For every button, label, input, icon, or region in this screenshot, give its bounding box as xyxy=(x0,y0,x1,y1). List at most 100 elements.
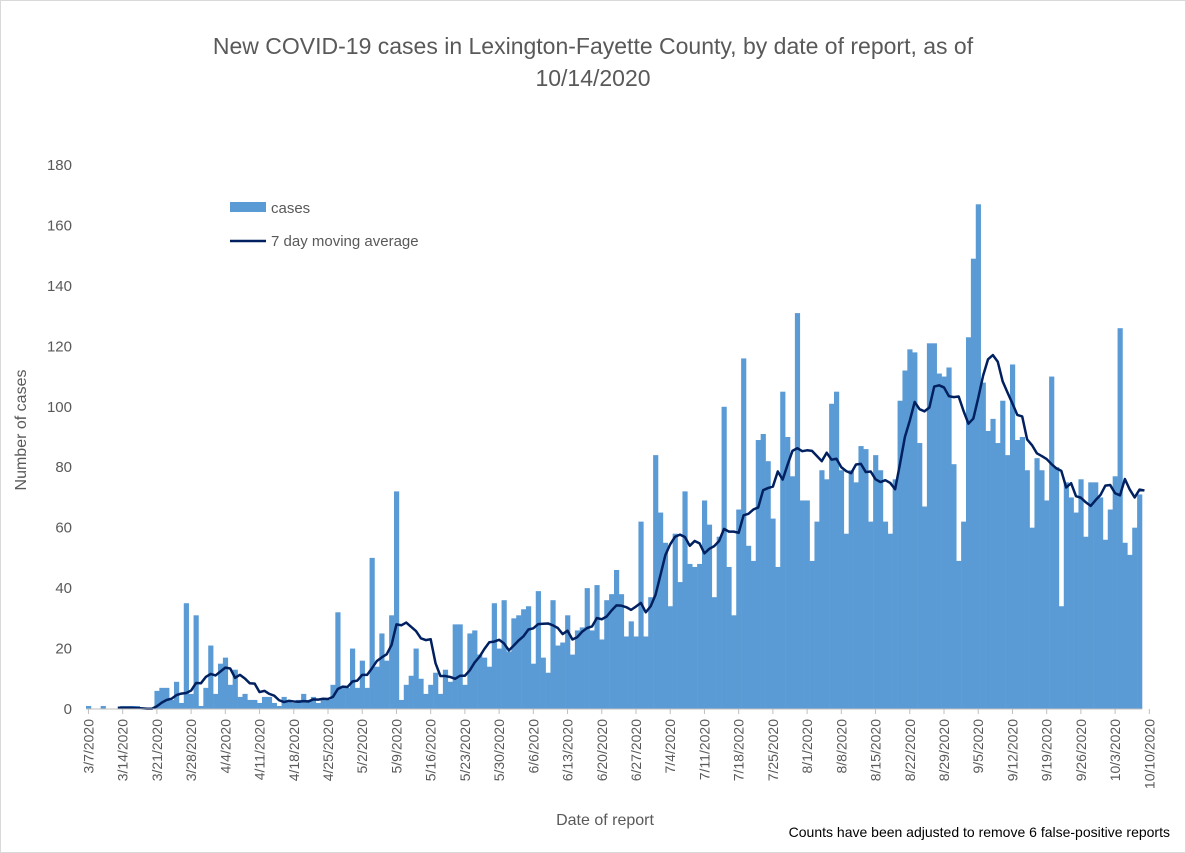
bar xyxy=(545,672,551,709)
bar xyxy=(599,639,605,709)
bar xyxy=(1117,328,1123,709)
x-tick-label: 10/3/2020 xyxy=(1107,719,1123,781)
bar xyxy=(1073,512,1079,709)
bar xyxy=(374,666,380,709)
bar xyxy=(1102,539,1109,709)
bar xyxy=(892,479,898,709)
bar xyxy=(222,657,229,709)
bar xyxy=(716,536,722,709)
bar xyxy=(589,630,595,709)
x-tick-label: 5/9/2020 xyxy=(388,719,404,774)
bar xyxy=(1010,364,1016,709)
bar xyxy=(169,699,175,709)
bar xyxy=(1024,470,1030,709)
x-tick-label: 5/23/2020 xyxy=(457,719,473,781)
bar xyxy=(477,654,483,709)
bar xyxy=(760,433,766,709)
bar xyxy=(154,690,160,709)
bar xyxy=(178,702,185,709)
bar xyxy=(672,533,678,709)
bar xyxy=(354,687,361,709)
bar xyxy=(1005,455,1011,709)
bar xyxy=(320,699,326,709)
bar xyxy=(496,648,502,709)
x-tick-label: 7/4/2020 xyxy=(662,719,678,774)
bar xyxy=(755,440,761,709)
line-series-moving-average xyxy=(117,353,1145,710)
bar xyxy=(834,391,840,709)
bar xyxy=(951,464,957,709)
bar xyxy=(677,582,683,709)
x-tick-label: 5/16/2020 xyxy=(423,719,439,781)
bar xyxy=(560,642,566,709)
bar xyxy=(257,702,263,709)
bar xyxy=(506,651,512,709)
bar xyxy=(570,654,576,709)
bar xyxy=(692,566,698,709)
bar xyxy=(838,470,845,709)
legend-swatch-cases xyxy=(230,202,266,212)
y-tick-label: 20 xyxy=(55,641,72,658)
bar xyxy=(824,479,830,709)
bar xyxy=(203,687,209,709)
bar xyxy=(398,699,405,709)
bar xyxy=(1093,482,1099,709)
bar xyxy=(413,648,419,709)
bar xyxy=(799,500,805,709)
bar xyxy=(1054,467,1060,709)
x-tick-label: 3/28/2020 xyxy=(183,719,199,781)
bar xyxy=(100,705,106,709)
bar xyxy=(1049,376,1055,709)
bar xyxy=(442,669,449,709)
bar xyxy=(521,609,527,709)
x-tick-label: 9/19/2020 xyxy=(1039,719,1055,781)
bar xyxy=(706,524,713,709)
bar xyxy=(711,597,717,709)
x-tick-label: 8/15/2020 xyxy=(868,719,884,781)
bar xyxy=(340,687,346,709)
bar xyxy=(1000,400,1006,709)
bar xyxy=(457,624,463,709)
bar xyxy=(394,491,400,709)
bar xyxy=(931,343,937,709)
bar xyxy=(662,542,669,709)
y-axis-ticks: 0 20 40 60 80 100 120 140 160 180 xyxy=(47,157,72,718)
x-axis-ticks: 3/7/2020 3/14/2020 3/21/2020 3/28/2020 4/4/2… xyxy=(80,709,1157,789)
bar xyxy=(887,533,893,709)
bar xyxy=(790,476,796,709)
bar xyxy=(252,699,258,709)
bar xyxy=(1137,494,1143,709)
bar xyxy=(922,506,928,709)
chart-title-line-1: New COVID-19 cases in Lexington-Fayette … xyxy=(212,33,974,59)
bar xyxy=(1058,606,1065,709)
bar xyxy=(276,705,282,709)
bar xyxy=(775,566,781,709)
bar xyxy=(345,687,351,709)
x-tick-label: 3/21/2020 xyxy=(149,719,165,781)
bar xyxy=(472,630,478,709)
bar xyxy=(1034,458,1040,709)
y-tick-label: 100 xyxy=(47,399,72,416)
y-tick-label: 120 xyxy=(47,338,72,355)
x-tick-label: 10/10/2020 xyxy=(1141,719,1157,789)
bar xyxy=(902,370,908,709)
bar xyxy=(511,618,517,709)
bar xyxy=(912,352,918,709)
bar xyxy=(1098,497,1104,709)
bar xyxy=(1122,542,1128,709)
bar xyxy=(403,684,409,709)
chart-title: New COVID-19 cases in Lexington-Fayette … xyxy=(0,30,1186,94)
y-tick-label: 80 xyxy=(55,459,72,476)
bar xyxy=(1083,536,1089,709)
y-tick-label: 40 xyxy=(55,580,72,597)
bar xyxy=(785,437,791,709)
bar xyxy=(702,500,708,709)
bar xyxy=(897,400,903,709)
bar xyxy=(995,443,1001,709)
y-tick-label: 0 xyxy=(64,701,72,718)
bar xyxy=(379,633,385,709)
bar xyxy=(936,373,942,709)
bar xyxy=(584,588,590,709)
bar xyxy=(501,600,507,709)
